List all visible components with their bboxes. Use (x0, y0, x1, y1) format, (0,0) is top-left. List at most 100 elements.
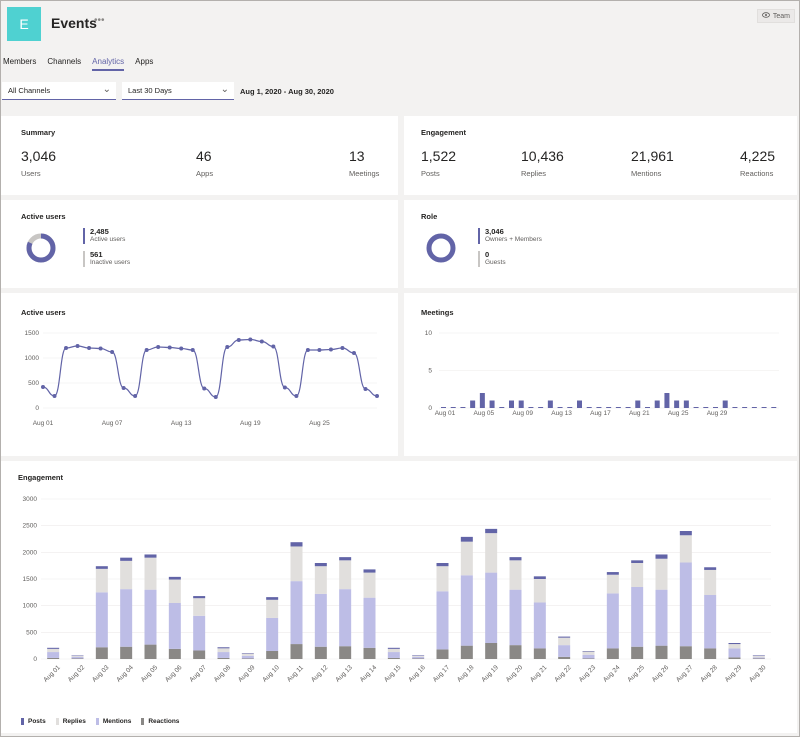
bar (635, 400, 641, 408)
engagement-summary-card: Engagement 1,522 Posts 10,436 Replies 21… (404, 116, 797, 195)
legend-label: Owners + Members (485, 236, 542, 243)
y-tick-label: 1500 (23, 576, 38, 583)
active-users-title: Active users (21, 212, 66, 221)
bar (479, 393, 485, 408)
legend-item[interactable]: Posts (21, 717, 46, 725)
x-tick-label: Aug 29 (724, 664, 744, 684)
y-tick-label: 0 (428, 405, 432, 412)
stat-value: 13 (349, 148, 365, 164)
stat-value: 3,046 (21, 148, 57, 164)
bar (674, 400, 680, 408)
bar-segment (95, 647, 108, 659)
x-tick-label: Aug 05 (474, 410, 495, 417)
legend-item: 3,046 Owners + Members (478, 228, 542, 244)
more-options-icon[interactable]: ••• (94, 15, 105, 26)
period-select[interactable]: Last 30 Days ⌄ (122, 82, 234, 100)
data-point (351, 351, 356, 355)
chevron-down-icon: ⌄ (102, 84, 111, 95)
bar (645, 407, 650, 408)
x-tick-label: Aug 01 (33, 420, 54, 427)
bar-segment (460, 645, 473, 659)
bar-segment (339, 560, 352, 590)
summary-card: Summary 3,046 Users 46 Apps 13 Meetings (1, 116, 398, 195)
data-point (363, 387, 368, 391)
x-tick-label: Aug 01 (435, 410, 456, 417)
legend-swatch (478, 251, 480, 267)
bar-segment (460, 536, 473, 542)
bar-segment (558, 645, 571, 657)
tab-apps[interactable]: Apps (135, 57, 154, 66)
bar-segment (95, 568, 108, 593)
bar (518, 400, 524, 408)
bar-segment (95, 566, 108, 569)
bar-segment (679, 531, 692, 536)
bar-segment (241, 653, 254, 656)
bar-segment (533, 576, 546, 579)
bar-segment (412, 656, 425, 659)
bar (664, 393, 670, 408)
legend-item: 561 Inactive users (83, 251, 130, 267)
bar (586, 407, 592, 408)
data-point (156, 345, 161, 349)
bar (596, 407, 602, 408)
bar-segment (582, 654, 595, 659)
bar-segment (193, 598, 206, 616)
legend-label: Inactive users (90, 259, 131, 266)
tab-channels[interactable]: Channels (47, 57, 82, 66)
legend-item[interactable]: Replies (55, 717, 86, 725)
legend-item[interactable]: Mentions (95, 717, 131, 725)
bar-segment (217, 657, 230, 659)
tab-analytics[interactable]: Analytics (92, 57, 125, 71)
active-users-chart-title: Active users (21, 308, 66, 317)
legend-value: 561 (90, 250, 103, 259)
bar (489, 400, 495, 408)
bar-segment (436, 649, 449, 659)
x-tick-label: Aug 22 (553, 664, 573, 684)
x-tick-label: Aug 25 (626, 664, 646, 684)
legend-item[interactable]: Reactions (141, 717, 179, 725)
active-users-line-chart: 0 500 1000 1500 Aug 01 Aug 07 Aug 13 Aug 19 Aug … (25, 330, 379, 427)
x-tick-label: Aug 26 (651, 664, 671, 684)
x-tick-label: Aug 24 (602, 664, 622, 684)
role-title: Role (421, 212, 438, 221)
bar-segment (241, 653, 254, 654)
data-point (121, 386, 126, 390)
y-tick-label: 0 (33, 656, 37, 663)
bar (547, 400, 553, 408)
bar-segment (387, 657, 400, 659)
x-tick-label: Aug 25 (668, 410, 689, 417)
x-tick-label: Aug 04 (115, 664, 135, 684)
bar-segment (314, 563, 327, 567)
bar-segment (387, 647, 400, 649)
team-button[interactable]: Team (756, 9, 795, 23)
legend-label: Posts (28, 718, 46, 725)
meetings-chart-card: Meetings 0 5 10 Aug 01 Aug 05 Aug 09 Aug 13 Aug… (404, 293, 797, 456)
bar-segment (558, 637, 571, 646)
x-tick-label: Aug 27 (675, 664, 695, 684)
x-tick-label: Aug 02 (67, 664, 87, 684)
x-tick-label: Aug 07 (102, 420, 123, 427)
bar-segment (168, 576, 181, 580)
x-tick-label: Aug 12 (310, 664, 330, 684)
bar-segment (47, 657, 60, 659)
bar-segment (168, 579, 181, 603)
x-tick-label: Aug 18 (456, 664, 476, 684)
x-tick-label: Aug 17 (432, 664, 452, 684)
team-avatar[interactable]: E (7, 7, 41, 41)
bar-segment (655, 558, 668, 590)
bar-segment (704, 569, 717, 595)
channel-select[interactable]: All Channels ⌄ (2, 82, 116, 100)
bar-segment (436, 591, 449, 650)
meetings-chart-title: Meetings (421, 308, 454, 317)
tab-members[interactable]: Members (3, 57, 37, 66)
bar-segment (655, 645, 668, 659)
stat-value: 46 (196, 148, 212, 164)
bar (751, 407, 757, 408)
bar-segment (363, 569, 376, 573)
bar-segment (582, 651, 595, 655)
x-tick-label: Aug 09 (512, 410, 533, 417)
date-range: Aug 1, 2020 - Aug 30, 2020 (240, 86, 334, 96)
bar (771, 407, 777, 408)
data-point (236, 338, 241, 342)
